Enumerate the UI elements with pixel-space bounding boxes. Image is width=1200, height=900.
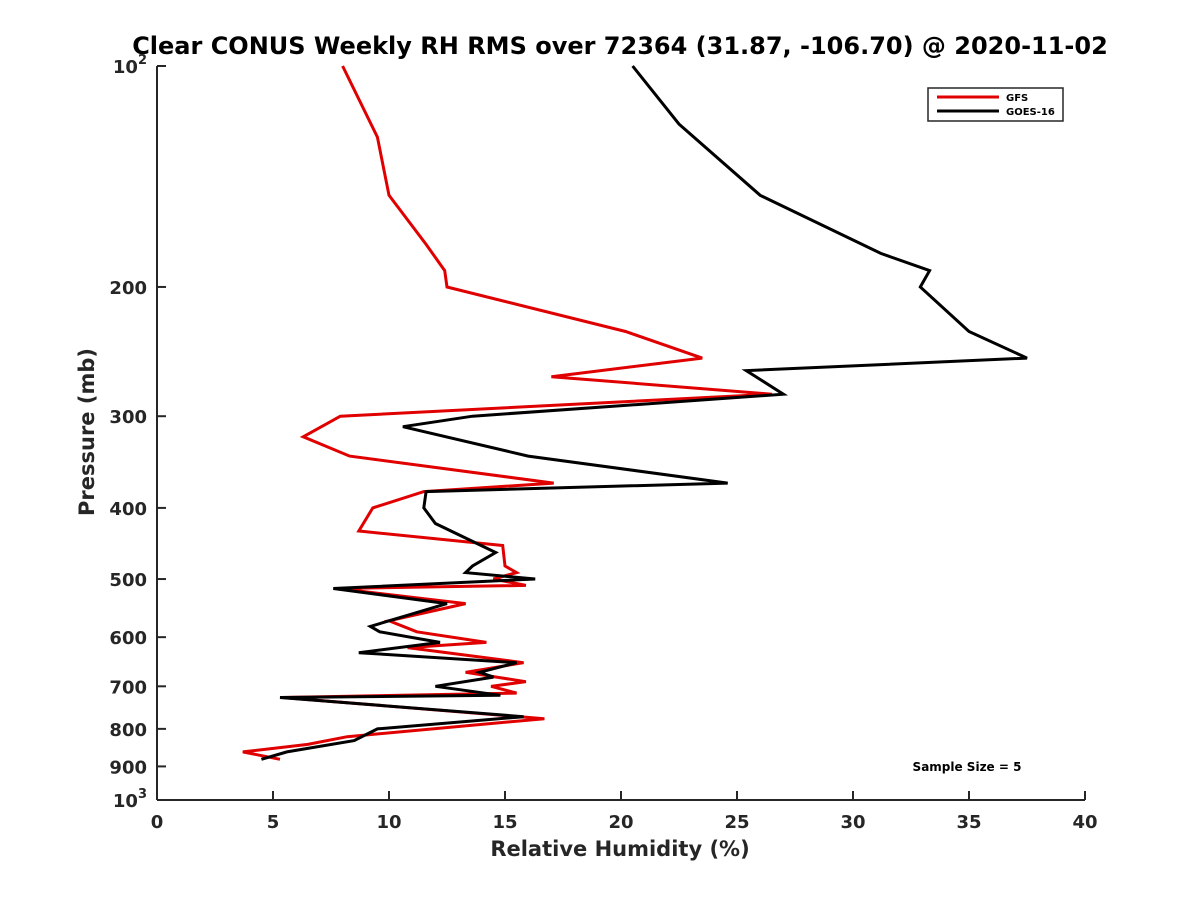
series-line-gfs — [242, 65, 772, 761]
y-tick-label: 200 — [109, 278, 147, 299]
legend-entry-label: GFS — [1006, 93, 1028, 104]
tick-labels: 0 5 10 15 20 25 30 35 40 102 200 300 400 500 600 700 800… — [109, 53, 1097, 833]
x-tick-label: 10 — [376, 812, 401, 833]
y-tick-label: 300 — [109, 407, 147, 428]
x-axis-label: Relative Humidity (%) — [490, 837, 749, 861]
y-tick-label: 102 — [113, 53, 147, 78]
y-tick-label: 500 — [109, 570, 147, 591]
x-tick-label: 30 — [840, 812, 865, 833]
y-tick-label: 103 — [113, 787, 147, 812]
x-tick-label: 40 — [1072, 812, 1097, 833]
y-tick-label: 600 — [109, 628, 147, 649]
x-tick-label: 25 — [724, 812, 749, 833]
x-tick-label: 35 — [956, 812, 981, 833]
plot-lines — [242, 65, 1028, 761]
y-tick-label: 700 — [109, 677, 147, 698]
y-tick-label: 800 — [109, 720, 147, 741]
legend-box — [927, 87, 1064, 122]
axes — [156, 65, 1086, 801]
x-tick-label: 20 — [608, 812, 633, 833]
x-tick-label: 0 — [151, 812, 164, 833]
y-tick-label: 400 — [109, 499, 147, 520]
series-line-goes-16 — [260, 65, 1028, 761]
legend: GFS GOES-16 — [927, 87, 1064, 122]
legend-entry-label: GOES-16 — [1006, 107, 1055, 118]
sample-size-annotation: Sample Size = 5 — [913, 760, 1022, 774]
x-tick-label: 15 — [492, 812, 517, 833]
chart-title: Clear CONUS Weekly RH RMS over 72364 (31… — [132, 32, 1108, 60]
y-axis-label: Pressure (mb) — [75, 348, 99, 516]
y-tick-label: 900 — [109, 757, 147, 778]
x-tick-label: 5 — [267, 812, 280, 833]
